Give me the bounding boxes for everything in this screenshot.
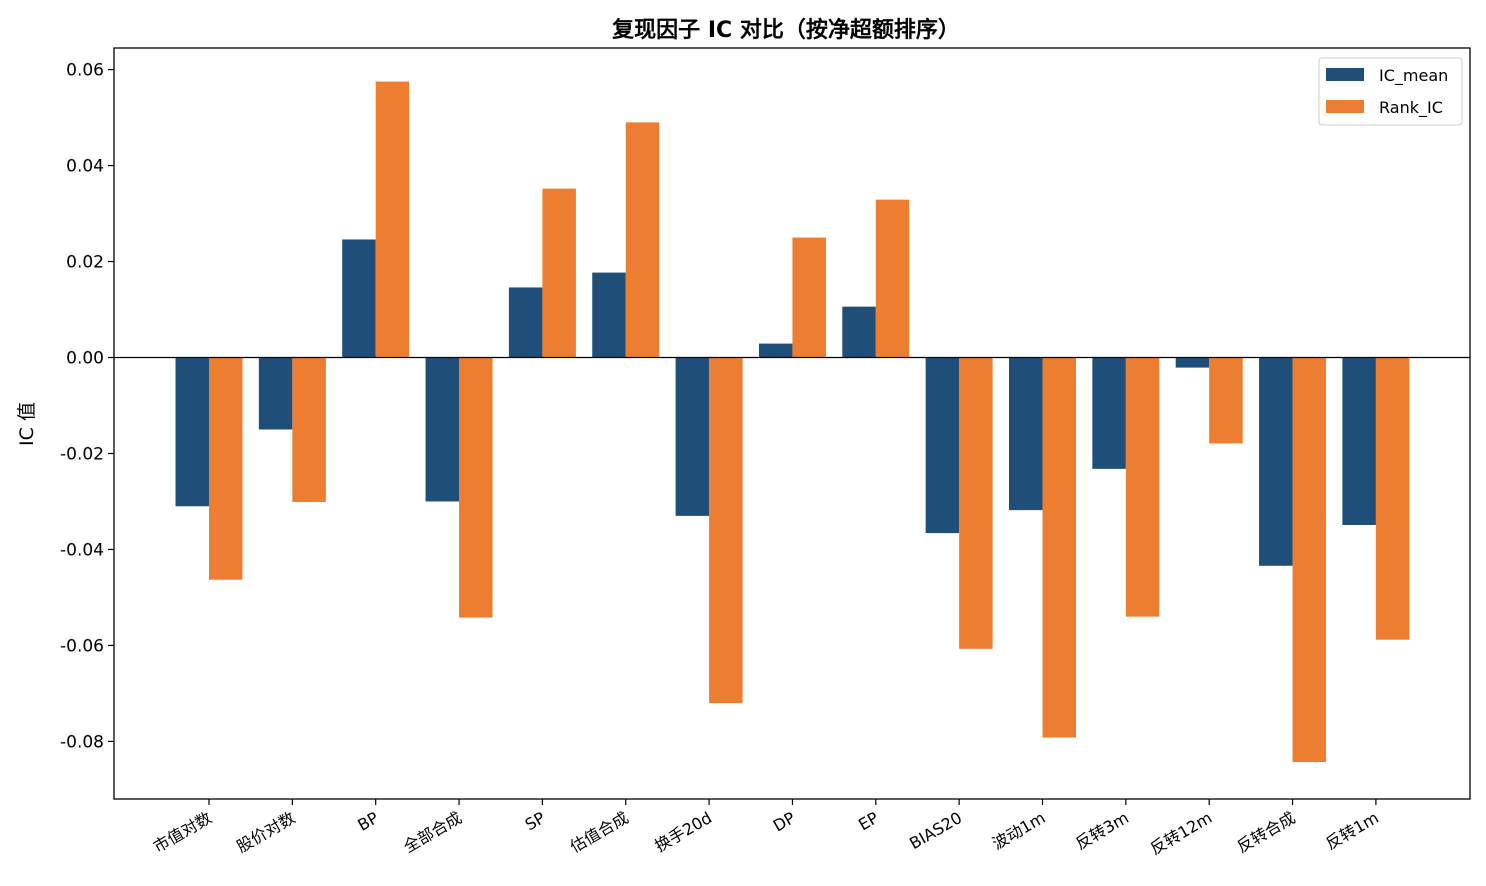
bar-ic-mean-0: [175, 357, 209, 507]
bar-rank-ic-5: [625, 122, 660, 358]
x-tick-label: EP: [855, 808, 882, 835]
bar-rank-ic-12: [1209, 357, 1243, 444]
bar-rank-ic-9: [959, 357, 993, 649]
bar-ic-mean-9: [925, 357, 960, 534]
x-tick-label: 反转1m: [1322, 808, 1382, 853]
bar-ic-mean-12: [1175, 357, 1210, 368]
bar-ic-mean-13: [1259, 357, 1293, 566]
bar-rank-ic-3: [459, 357, 493, 618]
legend-label: Rank_IC: [1379, 98, 1443, 118]
y-axis-label: IC 值: [16, 402, 38, 446]
x-tick-label: 波动1m: [989, 808, 1049, 853]
bars-group: [175, 81, 1410, 763]
x-tick-label: 反转3m: [1072, 808, 1132, 853]
bar-rank-ic-6: [709, 357, 743, 704]
bar-ic-mean-7: [758, 343, 793, 358]
legend-label: IC_mean: [1379, 66, 1448, 86]
bar-rank-ic-4: [542, 188, 576, 358]
y-tick-label: -0.08: [60, 732, 104, 752]
x-tick-label: 反转合成: [1234, 808, 1299, 856]
y-tick-label: 0.04: [66, 157, 104, 177]
bar-ic-mean-4: [508, 287, 543, 358]
legend: IC_mean Rank_IC: [1318, 57, 1463, 126]
x-tick-label: 市值对数: [150, 808, 215, 856]
bar-rank-ic-14: [1375, 357, 1410, 640]
x-tick-label: SP: [522, 808, 549, 835]
bar-ic-mean-2: [342, 239, 376, 358]
bar-rank-ic-10: [1042, 357, 1076, 738]
y-tick-label: 0.02: [66, 253, 104, 273]
x-tick-label: 换手20d: [651, 808, 715, 856]
bar-rank-ic-7: [792, 237, 826, 358]
x-tick-label: BP: [354, 808, 382, 835]
y-tick-label: 0.00: [66, 349, 104, 369]
y-axis: 0.06 0.04 0.02 0.00 -0.02 -0.04 -0.06 -0.08: [60, 61, 114, 752]
bar-ic-mean-1: [258, 357, 293, 430]
bar-ic-mean-3: [425, 357, 460, 502]
x-tick-label: 估值合成: [567, 808, 632, 856]
bar-rank-ic-11: [1125, 357, 1160, 617]
legend-swatch: [1326, 68, 1364, 81]
y-tick-label: -0.02: [60, 444, 104, 464]
chart-title: 复现因子 IC 对比（按净超额排序）: [611, 17, 960, 43]
bar-rank-ic-1: [292, 357, 326, 502]
legend-swatch: [1326, 100, 1364, 113]
x-axis: 市值对数 股价对数 BP 全部合成 SP 估值合成 换手20d DP EP BIAS20 波动1m 反…: [150, 799, 1382, 858]
x-tick-label: BIAS20: [906, 808, 965, 853]
x-tick-label: 股价对数: [233, 808, 298, 856]
y-tick-label: 0.06: [66, 61, 104, 81]
bar-rank-ic-13: [1292, 357, 1327, 763]
bar-rank-ic-2: [375, 81, 410, 358]
y-tick-label: -0.04: [60, 540, 104, 560]
bar-ic-mean-11: [1092, 357, 1126, 469]
bar-rank-ic-0: [209, 357, 243, 580]
plot-frame: [113, 47, 1471, 800]
bar-ic-mean-8: [842, 306, 876, 358]
x-tick-label: DP: [770, 808, 799, 836]
bar-ic-mean-5: [592, 272, 626, 358]
x-tick-label: 全部合成: [400, 808, 465, 856]
bar-ic-mean-14: [1342, 357, 1376, 525]
bar-rank-ic-8: [875, 199, 910, 358]
bar-ic-mean-6: [675, 357, 710, 516]
y-tick-label: -0.06: [60, 636, 104, 656]
bar-ic-mean-10: [1009, 357, 1043, 511]
x-tick-label: 反转12m: [1147, 808, 1215, 858]
